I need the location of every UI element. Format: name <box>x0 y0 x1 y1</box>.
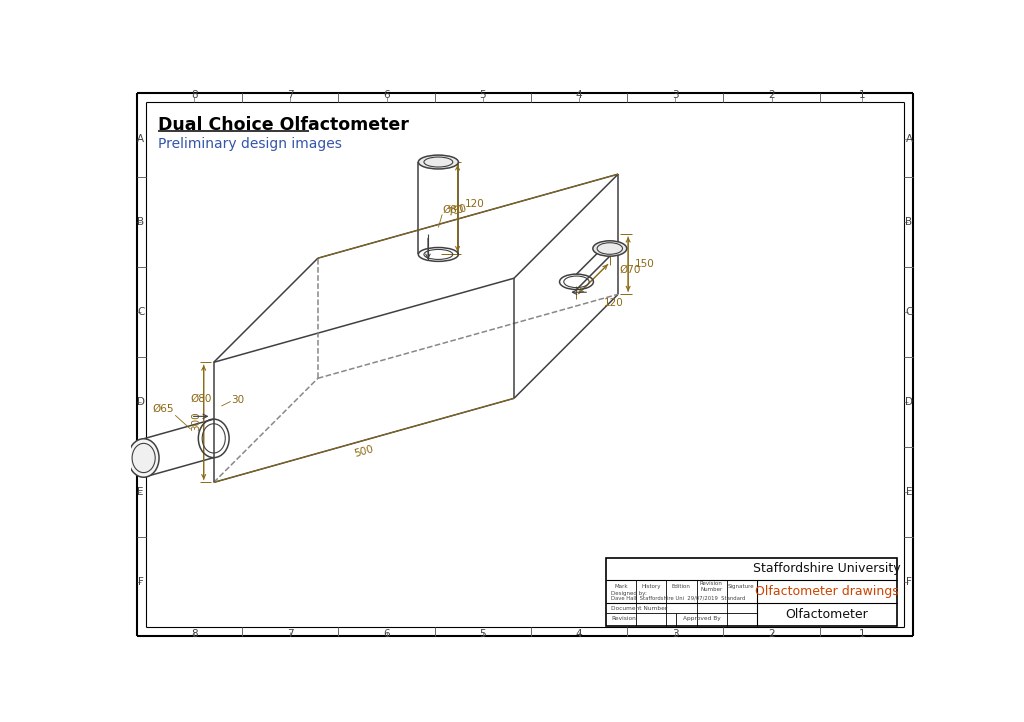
Text: Document Number: Document Number <box>611 606 668 612</box>
Text: 7: 7 <box>287 90 294 100</box>
Ellipse shape <box>593 241 627 256</box>
Text: Olfactometer: Olfactometer <box>785 609 868 622</box>
Text: E: E <box>137 487 143 497</box>
Text: C: C <box>137 307 144 317</box>
Text: D: D <box>905 397 913 407</box>
Text: Edition: Edition <box>672 584 690 589</box>
Text: 300: 300 <box>191 411 201 430</box>
Text: 1: 1 <box>858 629 865 639</box>
Text: 5: 5 <box>479 90 486 100</box>
Text: Ø70: Ø70 <box>620 265 640 275</box>
Text: 6: 6 <box>383 90 390 100</box>
Text: B: B <box>905 217 912 227</box>
Text: A: A <box>137 134 144 144</box>
Text: 3: 3 <box>672 629 679 639</box>
Text: 5: 5 <box>479 629 486 639</box>
Text: 750: 750 <box>445 204 467 218</box>
Text: 8: 8 <box>190 629 198 639</box>
Text: Olfactometer drawings: Olfactometer drawings <box>755 586 899 599</box>
Text: Ø80: Ø80 <box>190 393 212 404</box>
Text: Revision: Revision <box>611 616 636 621</box>
Text: Dual Choice Olfactometer: Dual Choice Olfactometer <box>158 116 409 134</box>
Text: F: F <box>906 577 912 587</box>
Text: 2: 2 <box>768 90 775 100</box>
Text: 120: 120 <box>465 199 485 209</box>
Text: Designed by:: Designed by: <box>611 591 647 596</box>
Text: Staffordshire University: Staffordshire University <box>754 562 901 575</box>
Text: 4: 4 <box>575 629 583 639</box>
Ellipse shape <box>419 155 459 169</box>
Text: B: B <box>137 217 144 227</box>
Text: 4: 4 <box>575 90 583 100</box>
Text: 7: 7 <box>287 629 294 639</box>
Text: 30: 30 <box>230 395 244 405</box>
Text: F: F <box>137 577 143 587</box>
Text: Approved By: Approved By <box>683 616 721 621</box>
Text: Mark: Mark <box>614 584 628 589</box>
Text: 3: 3 <box>672 90 679 100</box>
Text: Dave Hall  Staffordshire Uni  29/07/2019  Standard: Dave Hall Staffordshire Uni 29/07/2019 S… <box>611 596 745 601</box>
Text: D: D <box>136 397 144 407</box>
Text: 120: 120 <box>603 298 624 308</box>
Text: E: E <box>906 487 912 497</box>
Text: 150: 150 <box>635 259 654 269</box>
Text: C: C <box>905 307 912 317</box>
Text: History: History <box>641 584 660 589</box>
Text: 500: 500 <box>353 444 375 458</box>
Ellipse shape <box>132 443 156 473</box>
Text: A: A <box>905 134 912 144</box>
Bar <box>606 558 897 626</box>
Text: 1: 1 <box>858 90 865 100</box>
Text: Revision
Number: Revision Number <box>699 581 723 592</box>
Text: Ø80: Ø80 <box>442 205 464 214</box>
Text: 2: 2 <box>768 629 775 639</box>
Ellipse shape <box>128 439 159 477</box>
Text: Preliminary design images: Preliminary design images <box>158 136 341 151</box>
Text: Signature: Signature <box>728 584 755 589</box>
Text: 8: 8 <box>190 90 198 100</box>
Text: 6: 6 <box>383 629 390 639</box>
Text: Ø65: Ø65 <box>153 404 174 414</box>
